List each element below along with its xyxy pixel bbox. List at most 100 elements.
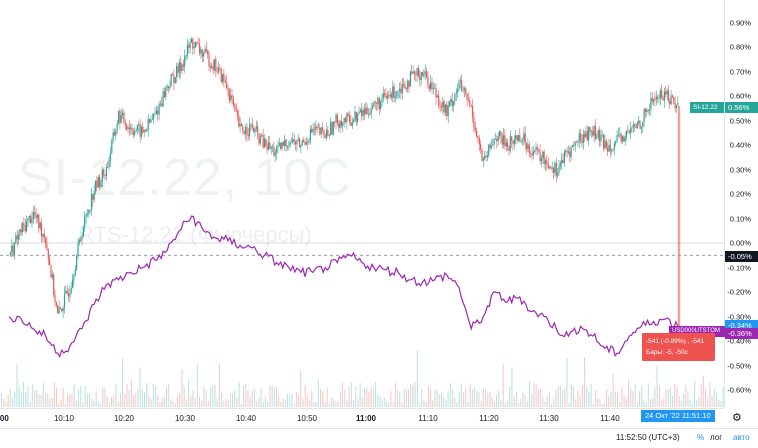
candle-body bbox=[546, 160, 547, 163]
candle-body bbox=[288, 146, 289, 147]
price-scale[interactable]: 0.90% 0.80% 0.70% 0.60% 0.50% 0.40% 0.30% 0.20%… bbox=[724, 0, 758, 408]
time-scale-tick: 10:10 bbox=[54, 414, 74, 423]
volume-bar bbox=[5, 402, 6, 407]
candle-body bbox=[76, 256, 77, 270]
candle-body bbox=[267, 146, 268, 149]
candle-body bbox=[159, 104, 160, 114]
price-chart[interactable] bbox=[0, 0, 724, 408]
candle-body bbox=[548, 164, 549, 168]
candle-body bbox=[138, 124, 139, 125]
candle-body bbox=[427, 77, 428, 85]
candle-body bbox=[369, 114, 370, 115]
candle-body bbox=[556, 163, 557, 176]
candle-body bbox=[227, 88, 228, 90]
volume-bar bbox=[467, 402, 468, 407]
bottom-toolbar: 11:52:50 (UTC+3) % лог авто bbox=[0, 428, 758, 448]
candle-body bbox=[465, 89, 466, 94]
candle-body bbox=[72, 279, 73, 288]
volume-bar bbox=[294, 403, 295, 407]
candle-body bbox=[564, 152, 565, 163]
volume-bar bbox=[531, 394, 532, 408]
volume-bar bbox=[21, 392, 22, 407]
time-scale-tick: 11:40 bbox=[600, 414, 619, 423]
candle-body bbox=[163, 91, 164, 106]
candle-body bbox=[602, 135, 603, 136]
candle-body bbox=[314, 129, 315, 130]
candle-body bbox=[492, 144, 493, 145]
candle-body bbox=[265, 139, 266, 146]
candle-body bbox=[334, 122, 335, 123]
volume-bar bbox=[602, 404, 603, 407]
candle-body bbox=[600, 135, 601, 141]
time-scale[interactable]: :00 10:10 10:20 10:30 10:40 10:50 11:00 11:10 11… bbox=[0, 408, 724, 429]
volume-bar bbox=[709, 382, 710, 407]
candle-body bbox=[140, 124, 141, 136]
volume-bar bbox=[643, 401, 644, 407]
candle-body bbox=[534, 151, 535, 152]
volume-bar bbox=[261, 389, 262, 407]
log-toggle[interactable]: лог bbox=[710, 433, 722, 442]
chart-area[interactable]: SI-12.22, 10C RTS-12.22 (Фьючерсы) bbox=[0, 0, 724, 408]
volume-bar bbox=[461, 384, 462, 407]
candle-body bbox=[335, 115, 336, 122]
volume-bar bbox=[212, 385, 213, 407]
candle-body bbox=[596, 137, 597, 139]
candle-body bbox=[673, 97, 674, 103]
volume-bar bbox=[685, 386, 686, 407]
candle-body bbox=[103, 170, 104, 175]
volume-bar bbox=[27, 387, 28, 407]
volume-bar bbox=[485, 389, 486, 407]
candle-body bbox=[373, 102, 374, 107]
volume-bar bbox=[621, 387, 622, 407]
candle-body bbox=[210, 67, 211, 68]
candle-body bbox=[656, 97, 657, 100]
candle-body bbox=[233, 99, 234, 104]
volume-bar bbox=[30, 402, 31, 407]
candle-body bbox=[511, 136, 512, 141]
candle-body bbox=[364, 110, 365, 114]
volume-bar bbox=[551, 404, 552, 407]
volume-bar bbox=[652, 398, 653, 407]
candle-body bbox=[444, 102, 445, 113]
volume-bar bbox=[445, 400, 446, 407]
candle-body bbox=[77, 243, 78, 256]
volume-bar bbox=[419, 403, 420, 407]
candle-body bbox=[46, 244, 47, 250]
candle-body bbox=[146, 130, 147, 132]
volume-bar bbox=[487, 393, 488, 407]
candle-body bbox=[241, 124, 242, 126]
candle-body bbox=[372, 107, 373, 109]
volume-bar bbox=[454, 398, 455, 408]
volume-bar bbox=[239, 383, 240, 407]
volume-bar bbox=[69, 394, 70, 407]
volume-bar bbox=[613, 374, 614, 407]
auto-toggle[interactable]: авто bbox=[733, 433, 750, 442]
volume-bar bbox=[390, 391, 391, 407]
measure-tooltip-line1: -541 (-0.89%) , -541 bbox=[646, 336, 711, 347]
candle-body bbox=[517, 135, 518, 141]
gear-icon[interactable]: ⚙ bbox=[732, 411, 742, 424]
percent-toggle[interactable]: % bbox=[697, 433, 704, 442]
volume-bar bbox=[597, 399, 598, 407]
candle-body bbox=[411, 72, 412, 74]
volume-bar bbox=[472, 389, 473, 407]
volume-bar bbox=[379, 396, 380, 407]
clock-label[interactable]: 11:52:50 (UTC+3) bbox=[616, 433, 680, 442]
candle-body bbox=[168, 86, 169, 88]
volume-bar bbox=[309, 400, 310, 407]
volume-bar bbox=[657, 366, 658, 407]
candle-body bbox=[661, 90, 662, 98]
candle-body bbox=[380, 101, 381, 109]
candle-body bbox=[68, 294, 69, 297]
volume-bar bbox=[571, 385, 572, 407]
volume-bar bbox=[511, 367, 512, 407]
volume-bar bbox=[67, 394, 68, 407]
volume-bar bbox=[406, 388, 407, 407]
candle-body bbox=[540, 151, 541, 161]
volume-bar bbox=[10, 390, 11, 408]
volume-bar bbox=[654, 388, 655, 408]
candle-body bbox=[521, 141, 522, 142]
volume-bar bbox=[679, 396, 680, 407]
candle-body bbox=[117, 124, 118, 130]
volume-bar bbox=[131, 380, 132, 407]
